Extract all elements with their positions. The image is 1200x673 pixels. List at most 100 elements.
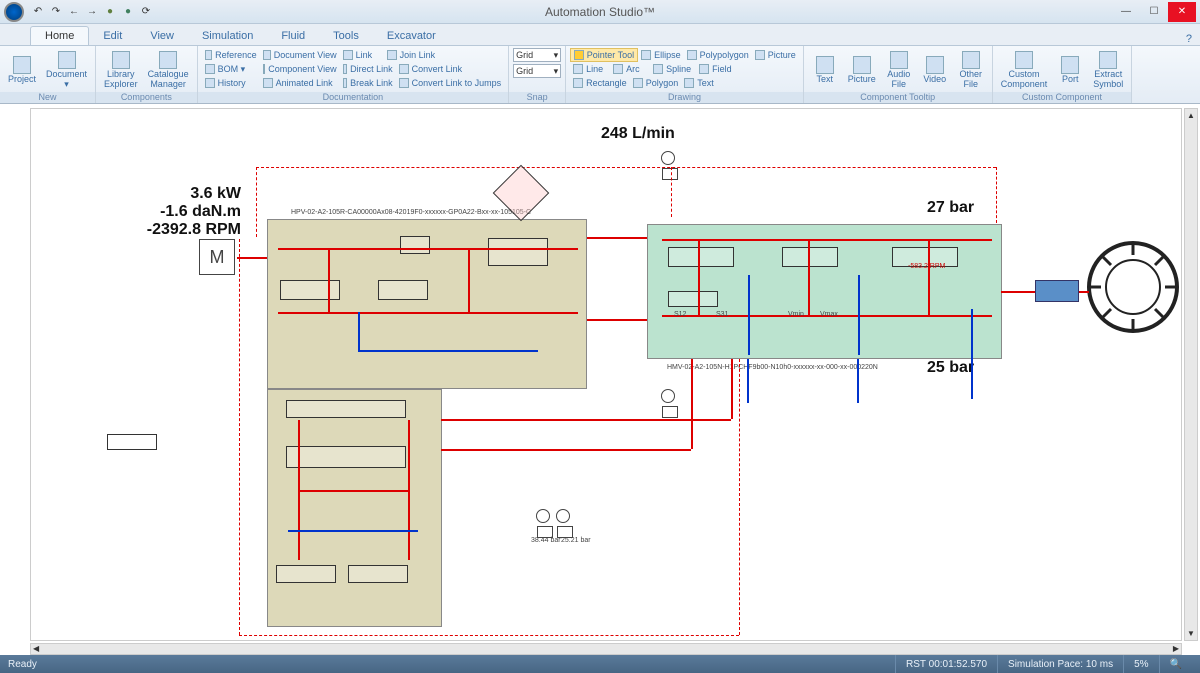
catalogue-manager-button[interactable]: CatalogueManager bbox=[144, 49, 193, 92]
tooltip-picture-button[interactable]: Picture bbox=[844, 54, 880, 87]
join-link-button[interactable]: Join Link bbox=[384, 48, 439, 62]
motor-block[interactable]: S12 S31 Vmin Vmax -583.2 RPM bbox=[647, 224, 1002, 359]
gauge-2[interactable] bbox=[661, 389, 675, 403]
rectangle-icon bbox=[573, 78, 583, 88]
symbol-aux[interactable] bbox=[107, 434, 157, 450]
custom-component-button[interactable]: CustomComponent bbox=[997, 49, 1052, 92]
vertical-scrollbar[interactable]: ▲ ▼ bbox=[1184, 108, 1198, 641]
wheel-icon[interactable] bbox=[1087, 241, 1179, 333]
document-button[interactable]: Document▾ bbox=[42, 49, 91, 92]
tab-view[interactable]: View bbox=[136, 27, 188, 45]
snap-mode-combo[interactable]: Grid▾ bbox=[513, 48, 561, 62]
tab-fluid[interactable]: Fluid bbox=[267, 27, 319, 45]
compview-icon bbox=[263, 64, 266, 74]
tab-tools[interactable]: Tools bbox=[319, 27, 373, 45]
document-view-button[interactable]: Document View bbox=[260, 48, 340, 62]
horizontal-scrollbar[interactable]: ◀ ▶ bbox=[30, 643, 1182, 655]
convert-jumps-button[interactable]: Convert Link to Jumps bbox=[396, 76, 505, 90]
help-icon[interactable]: ? bbox=[1186, 33, 1200, 45]
tooltip-text-button[interactable]: Text bbox=[808, 54, 842, 87]
gauge-4[interactable] bbox=[556, 509, 570, 523]
group-label-components: Components bbox=[96, 92, 197, 103]
vmax-label: Vmax bbox=[820, 311, 838, 318]
ribbon-group-documentation: Reference Document View Link Join Link B… bbox=[198, 46, 510, 103]
rectangle-button[interactable]: Rectangle bbox=[570, 76, 630, 90]
valve-1[interactable] bbox=[280, 280, 340, 300]
qat-redo-icon[interactable]: ↷ bbox=[48, 4, 64, 20]
ellipse-button[interactable]: Ellipse bbox=[638, 48, 684, 62]
tooltip-video-button[interactable]: Video bbox=[918, 54, 952, 87]
qat-back-icon[interactable]: ← bbox=[66, 4, 82, 20]
tooltip-other-button[interactable]: OtherFile bbox=[954, 49, 988, 92]
workspace: 248 L/min 3.6 kW -1.6 daN.m -2392.8 RPM … bbox=[0, 104, 1200, 655]
valve-dir-3[interactable] bbox=[276, 565, 336, 583]
titlebar: ↶ ↷ ← → ● ● ⟳ Automation Studio™ — ☐ ✕ bbox=[0, 0, 1200, 24]
line-button[interactable]: Line bbox=[570, 62, 610, 76]
polygon-icon bbox=[633, 78, 643, 88]
valve-dir-4[interactable] bbox=[348, 565, 408, 583]
direct-link-button[interactable]: Direct Link bbox=[340, 62, 396, 76]
window-controls: — ☐ ✕ bbox=[1112, 2, 1196, 22]
valve-dir-1[interactable] bbox=[286, 400, 406, 418]
tab-excavator[interactable]: Excavator bbox=[373, 27, 450, 45]
status-rst: RST 00:01:52.570 bbox=[895, 655, 997, 673]
mvalve-2[interactable] bbox=[782, 247, 838, 267]
canvas[interactable]: 248 L/min 3.6 kW -1.6 daN.m -2392.8 RPM … bbox=[30, 108, 1182, 641]
tt-text-icon bbox=[816, 56, 834, 74]
app-logo-icon[interactable] bbox=[4, 2, 24, 22]
tab-home[interactable]: Home bbox=[30, 26, 89, 45]
library-explorer-button[interactable]: LibraryExplorer bbox=[100, 49, 142, 92]
valve-3[interactable] bbox=[488, 238, 548, 266]
qat-fwd-icon[interactable]: → bbox=[84, 4, 100, 20]
component-view-button[interactable]: Component View bbox=[260, 62, 340, 76]
pump-block-upper[interactable] bbox=[267, 219, 587, 389]
bom-button[interactable]: BOM ▾ bbox=[202, 62, 260, 76]
mvalve-4[interactable] bbox=[668, 291, 718, 307]
extract-symbol-button[interactable]: ExtractSymbol bbox=[1089, 49, 1127, 92]
animated-link-button[interactable]: Animated Link bbox=[260, 76, 340, 90]
flow-gauge[interactable] bbox=[661, 151, 675, 165]
actuator-box[interactable] bbox=[1035, 280, 1079, 302]
picture-button[interactable]: Picture bbox=[752, 48, 799, 62]
status-ready: Ready bbox=[8, 659, 37, 670]
history-button[interactable]: History bbox=[202, 76, 260, 90]
pressure-top: 27 bar bbox=[927, 199, 974, 217]
motor-symbol[interactable]: M bbox=[199, 239, 235, 275]
text-button[interactable]: Text bbox=[681, 76, 717, 90]
polypolygon-button[interactable]: Polypolygon bbox=[684, 48, 752, 62]
break-link-button[interactable]: Break Link bbox=[340, 76, 396, 90]
gauge-3[interactable] bbox=[536, 509, 550, 523]
link-button[interactable]: Link bbox=[340, 48, 384, 62]
tab-simulation[interactable]: Simulation bbox=[188, 27, 267, 45]
mvalve-1[interactable] bbox=[668, 247, 734, 267]
valve-4[interactable] bbox=[400, 236, 430, 254]
qat-dot2-icon[interactable]: ● bbox=[120, 4, 136, 20]
snap-grid-combo[interactable]: Grid▾ bbox=[513, 64, 561, 78]
tab-edit[interactable]: Edit bbox=[89, 27, 136, 45]
spline-button[interactable]: Spline bbox=[650, 62, 696, 76]
close-button[interactable]: ✕ bbox=[1168, 2, 1196, 22]
qat-refresh-icon[interactable]: ⟳ bbox=[138, 4, 154, 20]
pump-block-lower[interactable] bbox=[267, 389, 442, 627]
field-button[interactable]: Field bbox=[696, 62, 735, 76]
project-button[interactable]: Project bbox=[4, 54, 40, 87]
polygon-button[interactable]: Polygon bbox=[630, 76, 682, 90]
ribbon-group-drawing: Pointer Tool Ellipse Polypolygon Picture… bbox=[566, 46, 804, 103]
valve-2[interactable] bbox=[378, 280, 428, 300]
convert-link-button[interactable]: Convert Link bbox=[396, 62, 466, 76]
valve-dir-2[interactable] bbox=[286, 446, 406, 468]
qat-dot1-icon[interactable]: ● bbox=[102, 4, 118, 20]
minimize-button[interactable]: — bbox=[1112, 2, 1140, 22]
port-button[interactable]: Port bbox=[1053, 54, 1087, 87]
arc-button[interactable]: Arc bbox=[610, 62, 650, 76]
qat-undo-icon[interactable]: ↶ bbox=[30, 4, 46, 20]
maximize-button[interactable]: ☐ bbox=[1140, 2, 1168, 22]
history-icon bbox=[205, 78, 215, 88]
pressure-bot: 25 bar bbox=[927, 359, 974, 377]
bom-icon bbox=[205, 64, 215, 74]
tooltip-audio-button[interactable]: AudioFile bbox=[882, 49, 916, 92]
reference-button[interactable]: Reference bbox=[202, 48, 260, 62]
pointer-tool-button[interactable]: Pointer Tool bbox=[570, 48, 638, 62]
customcomp-icon bbox=[1015, 51, 1033, 69]
status-zoom-icon[interactable]: 🔍 bbox=[1159, 655, 1192, 673]
